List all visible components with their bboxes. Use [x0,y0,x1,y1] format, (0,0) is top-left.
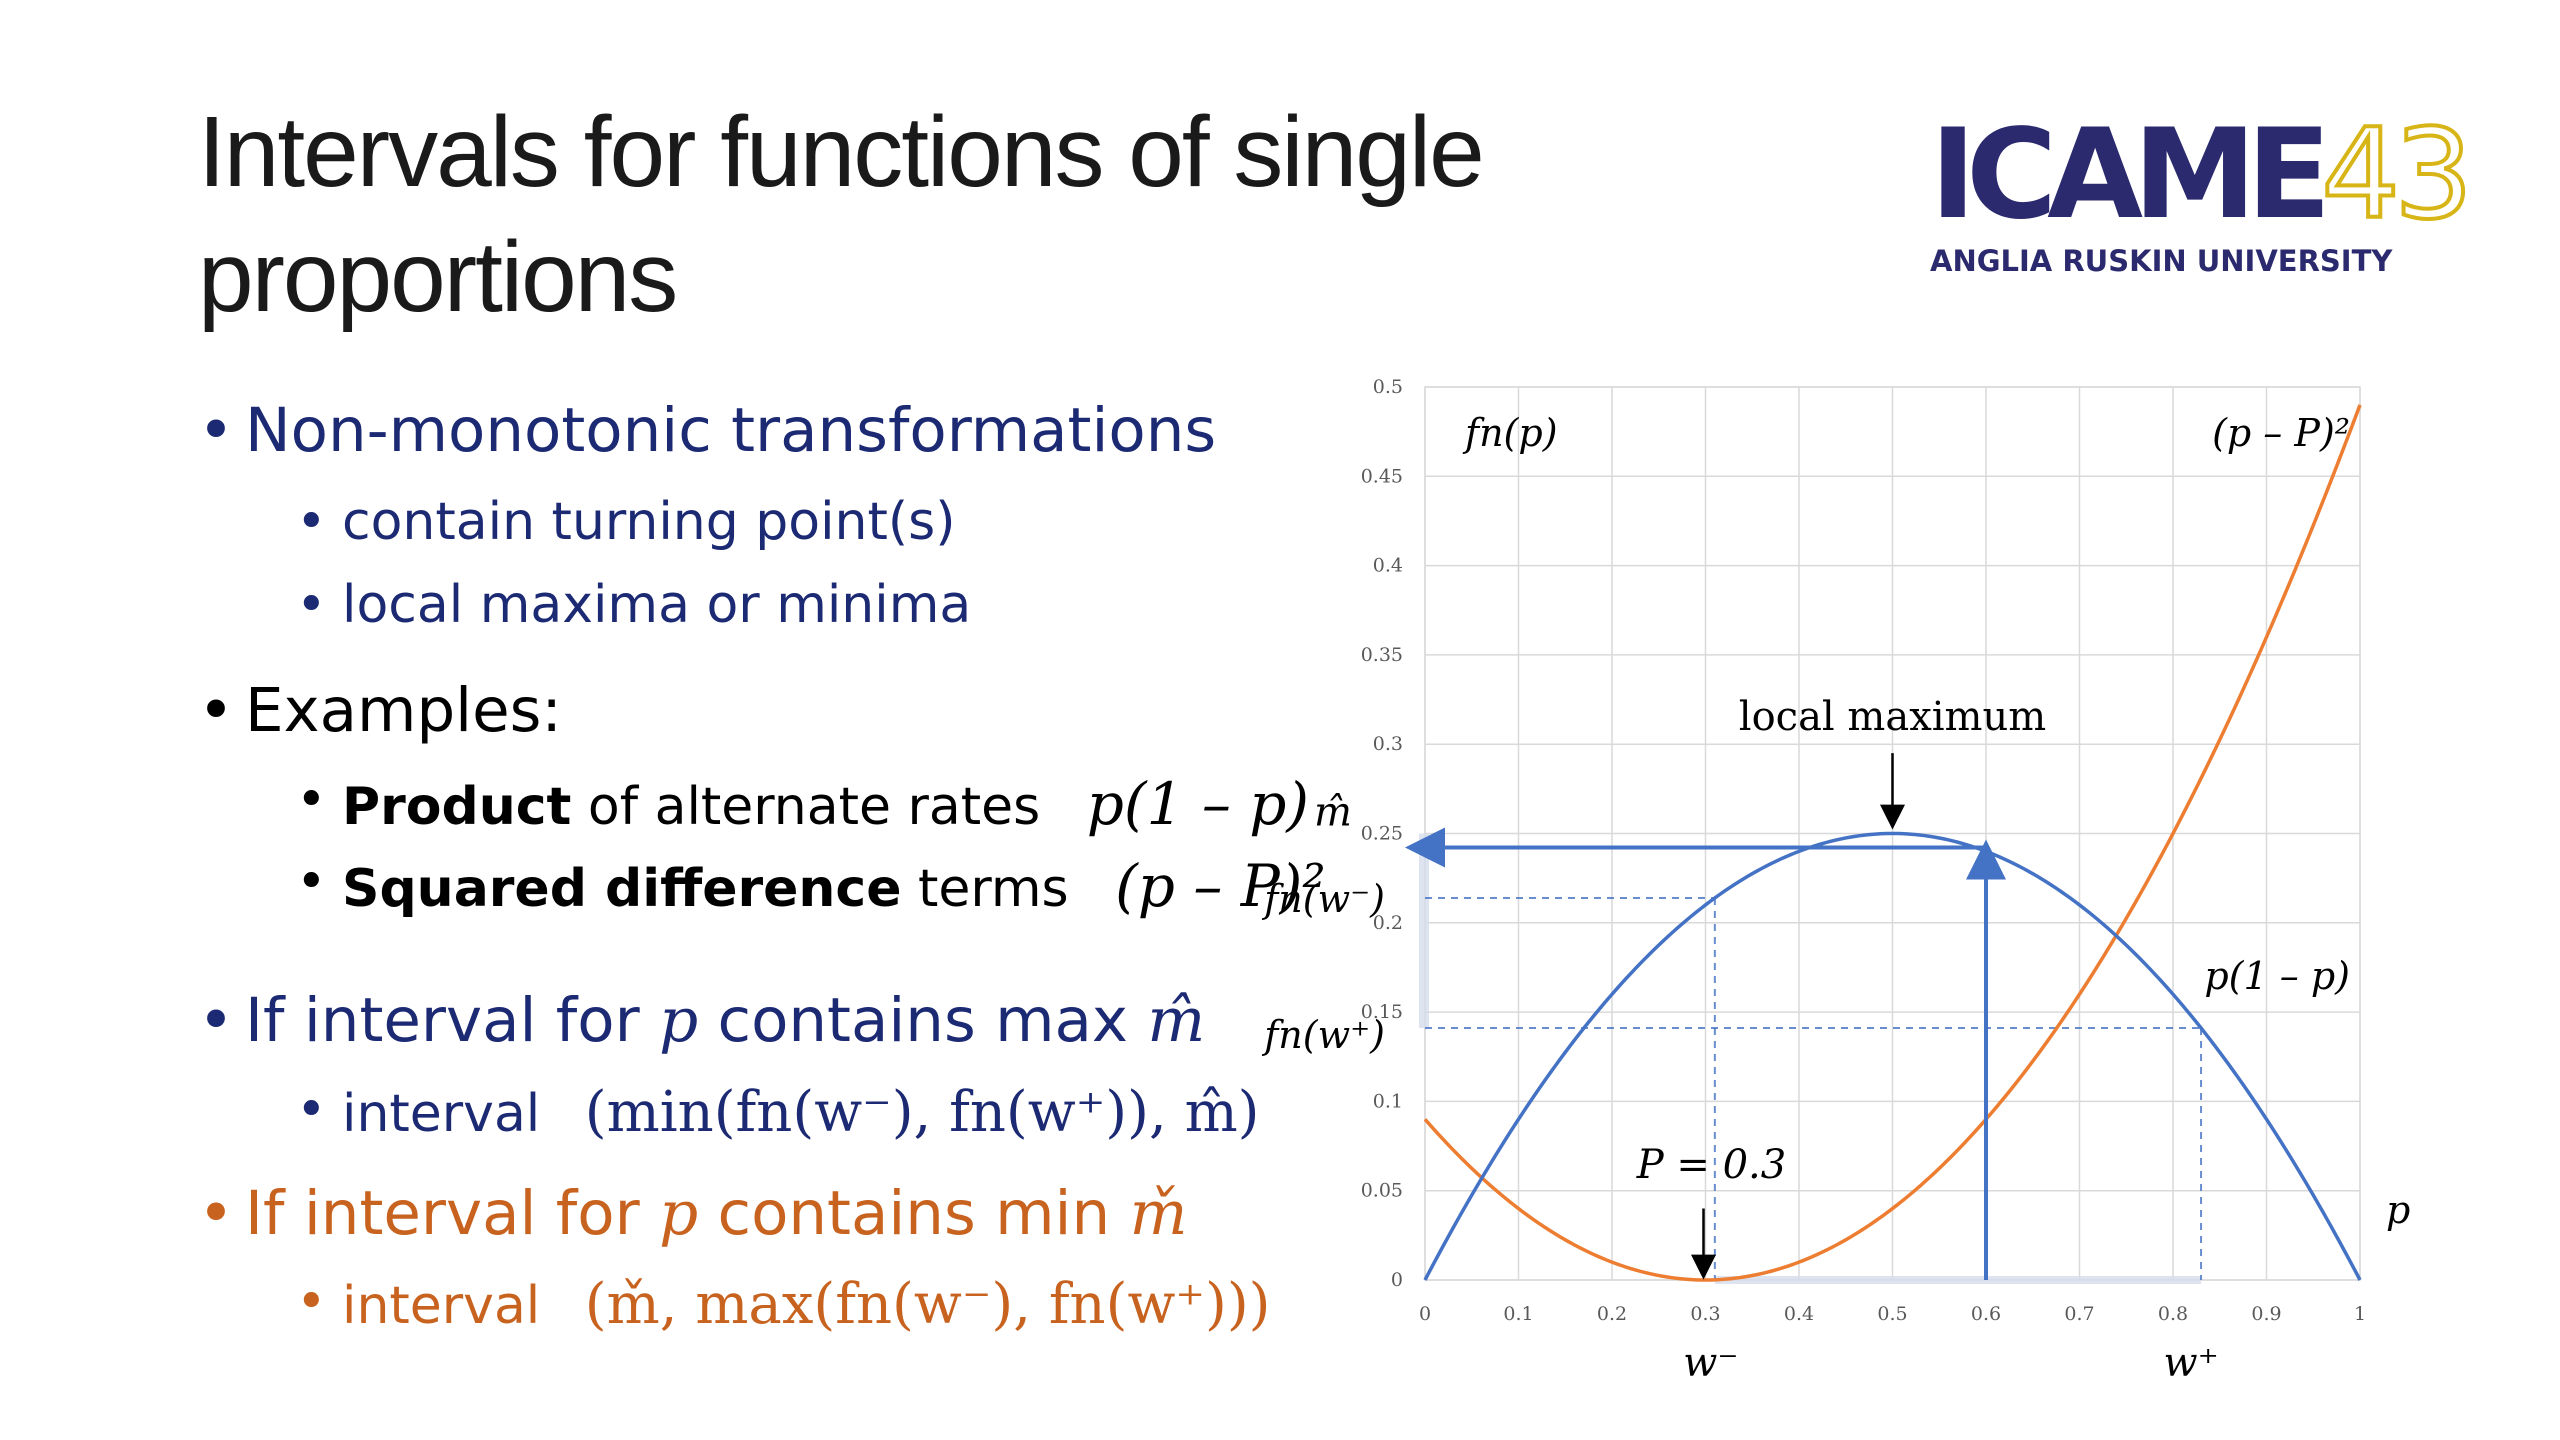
y-tick-label: 0.25 [1361,823,1403,845]
x-tick-label: 0.9 [2251,1303,2281,1325]
x-tick-label: 0.4 [1784,1303,1814,1325]
fn-w-plus-label: fn(w⁺) [1261,1013,1385,1057]
squared-difference-curve [1423,404,2362,1282]
logo-university: ANGLIA RUSKIN UNIVERSITY [1930,244,2393,278]
y-tick-label: 0.35 [1361,644,1403,666]
local-maximum-label: local maximum [1739,694,2046,740]
x-tick-label: 0.1 [1503,1303,1533,1325]
x-tick-label: 0.6 [1971,1303,2001,1325]
P-label: P = 0.3 [1636,1142,1786,1188]
y-axis-label: fn(p) [1462,411,1558,455]
x-tick-label: 0.5 [1877,1303,1907,1325]
interval-guides [1419,833,2203,1284]
x-axis-label: p [2386,1188,2410,1232]
y-tick-label: 0.45 [1361,465,1403,487]
y-tick-label: 0.2 [1373,912,1403,934]
y-tick-label: 0.15 [1361,1001,1403,1023]
bullet-contains-max: • If interval for p contains max m̂ [198,985,1206,1056]
icame43-logo: ICAME43 ANGLIA RUSKIN UNIVERSITY [1930,103,2475,290]
squared-curve-label: (p – P)² [2212,411,2350,455]
chart-curves [1423,404,2362,1282]
slide-title: Intervals for functions of single propor… [198,90,1618,340]
w-minus-label: w⁻ [1683,1340,1738,1386]
w-plus-label: w⁺ [2163,1340,2218,1386]
m-hat-label: m̂ [1314,790,1352,836]
fn-w-minus-label: fn(w⁻) [1261,877,1385,921]
x-tick-label: 0.3 [1690,1303,1720,1325]
slide-title-line2: proportions [198,221,678,333]
function-chart: 0 0.1 0.2 0.3 0.4 0.5 0.6 0.7 0.8 0.9 1 0 0.05 0.1 0.… [1261,376,2410,1386]
sub-bullet-squared: • Squared difference terms (p – P)² [296,852,1326,920]
y-tick-label: 0.4 [1373,555,1403,577]
sub-bullet-local-extrema: • local maxima or minima [296,575,972,635]
y-tick-labels: 0 0.05 0.1 0.15 0.2 0.25 0.3 0.35 0.4 0.45 0.5 [1361,376,1403,1291]
sub-bullet-turning-points: • contain turning point(s) [296,492,956,552]
bullet-non-monotonic: • Non-monotonic transformations [198,395,1217,466]
sub-bullet-product: • Product of alternate rates p(1 – p) [296,770,1310,838]
x-tick-labels: 0 0.1 0.2 0.3 0.4 0.5 0.6 0.7 0.8 0.9 1 [1419,1303,2366,1325]
x-tick-label: 0.8 [2158,1303,2188,1325]
y-tick-label: 0.05 [1361,1180,1403,1202]
y-tick-label: 0.3 [1373,733,1403,755]
slide-title-line1: Intervals for functions of single [198,96,1485,208]
bullet-examples: • Examples: [198,675,562,746]
y-tick-label: 0.5 [1373,376,1403,398]
logo-wordmark: ICAME43 [1930,103,2475,247]
sub-bullet-max-interval: • interval (min(fn(w⁻), fn(w⁺)), m̂) [296,1080,1260,1145]
x-interval-band [1714,1276,2202,1284]
x-tick-label: 0.7 [2064,1303,2094,1325]
bullet-contains-min: • If interval for p contains min m̌ [198,1178,1188,1249]
y-tick-label: 0.1 [1373,1090,1403,1112]
product-curve-label: p(1 – p) [2204,954,2350,998]
x-tick-label: 1 [2354,1303,2366,1325]
chart-annotations: local maximum P = 0.3 fn(p) p (p – P)² p(1 – … [1261,411,2410,1386]
chart-grid [1424,386,2361,1281]
y-tick-label: 0 [1391,1269,1403,1291]
y-interval-band [1419,833,1429,1028]
x-tick-label: 0 [1419,1303,1431,1325]
x-tick-label: 0.2 [1597,1303,1627,1325]
sub-bullet-min-interval: • interval (m̌, max(fn(w⁻), fn(w⁺))) [296,1272,1271,1337]
product-curve [1423,831,2362,1281]
